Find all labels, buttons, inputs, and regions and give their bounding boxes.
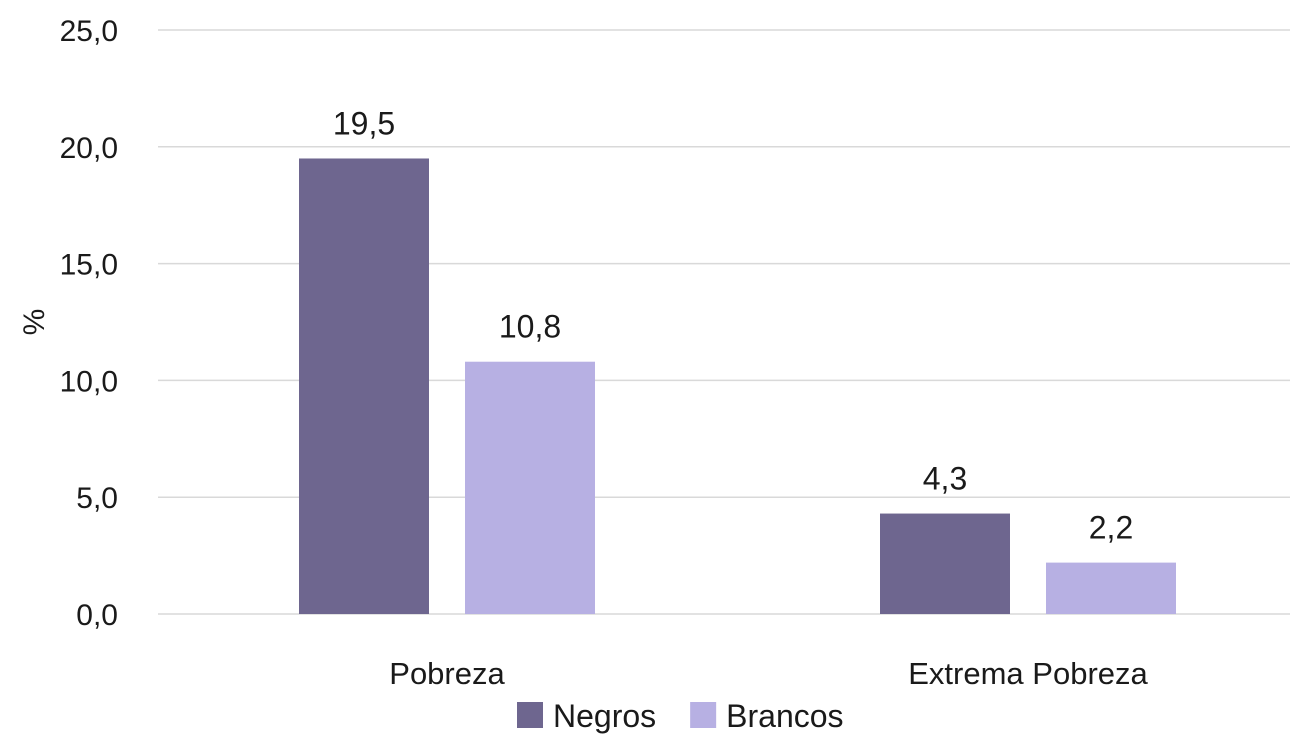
x-category-label: Pobreza <box>389 656 505 691</box>
legend: Negros Brancos <box>517 698 844 734</box>
bar <box>465 361 595 614</box>
y-tick-label: 20,0 <box>60 132 118 165</box>
y-tick-label: 0,0 <box>76 599 118 632</box>
data-label: 4,3 <box>923 461 967 497</box>
y-tick-label: 10,0 <box>60 365 118 398</box>
data-label: 2,2 <box>1089 510 1133 546</box>
bar <box>299 158 429 615</box>
legend-label: Brancos <box>726 698 843 734</box>
bar <box>1046 562 1176 614</box>
y-axis-ticks: 0,0 5,0 10,0 15,0 20,0 25,0 <box>60 15 118 632</box>
bars <box>299 158 1176 615</box>
bar <box>880 513 1010 614</box>
data-label: 10,8 <box>499 309 561 345</box>
y-tick-label: 5,0 <box>76 482 118 515</box>
data-labels: 19,5 10,8 4,3 2,2 <box>333 105 1133 545</box>
y-tick-label: 15,0 <box>60 249 118 282</box>
legend-swatch <box>517 702 543 728</box>
legend-swatch <box>690 702 717 728</box>
legend-label: Negros <box>553 698 656 734</box>
x-category-label: Extrema Pobreza <box>908 656 1148 691</box>
y-tick-label: 25,0 <box>60 15 118 48</box>
x-axis-categories: Pobreza Extrema Pobreza <box>389 656 1148 691</box>
y-axis-title: % <box>18 309 51 336</box>
data-label: 19,5 <box>333 105 395 141</box>
